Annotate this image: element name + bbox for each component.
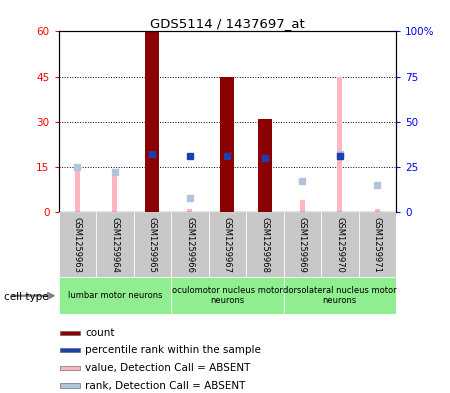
Text: GSM1259969: GSM1259969	[298, 217, 307, 273]
Title: GDS5114 / 1437697_at: GDS5114 / 1437697_at	[150, 17, 305, 30]
Text: GSM1259966: GSM1259966	[185, 217, 194, 273]
Bar	[284, 277, 396, 314]
Bar	[60, 366, 80, 371]
Text: GSM1259968: GSM1259968	[260, 217, 269, 273]
Bar	[60, 348, 80, 353]
Bar	[112, 173, 117, 212]
Bar	[145, 31, 159, 212]
Bar	[96, 212, 134, 277]
Text: GSM1259971: GSM1259971	[373, 217, 382, 273]
Bar	[375, 209, 380, 212]
Text: GSM1259967: GSM1259967	[223, 217, 232, 273]
Text: cell type: cell type	[4, 292, 49, 302]
Bar	[321, 212, 359, 277]
Bar	[300, 200, 305, 212]
Bar	[338, 77, 342, 212]
Text: GSM1259963: GSM1259963	[73, 217, 82, 273]
Bar	[60, 331, 80, 335]
Bar	[246, 212, 284, 277]
Text: percentile rank within the sample: percentile rank within the sample	[85, 345, 261, 355]
Text: count: count	[85, 328, 115, 338]
Bar	[171, 277, 284, 314]
Text: value, Detection Call = ABSENT: value, Detection Call = ABSENT	[85, 364, 250, 373]
Text: GSM1259970: GSM1259970	[335, 217, 344, 273]
Bar	[134, 212, 171, 277]
Bar	[60, 384, 80, 387]
Bar	[284, 212, 321, 277]
Bar	[257, 119, 272, 212]
Bar	[208, 212, 246, 277]
Text: rank, Detection Call = ABSENT: rank, Detection Call = ABSENT	[85, 380, 245, 391]
Text: dorsolateral nucleus motor
neurons: dorsolateral nucleus motor neurons	[283, 286, 396, 305]
Text: lumbar motor neurons: lumbar motor neurons	[68, 291, 162, 300]
Bar	[220, 77, 234, 212]
Bar	[58, 212, 96, 277]
Bar	[58, 277, 171, 314]
Text: GSM1259964: GSM1259964	[110, 217, 119, 273]
Bar	[171, 212, 208, 277]
Text: GSM1259965: GSM1259965	[148, 217, 157, 273]
Bar	[75, 170, 80, 212]
Bar	[359, 212, 396, 277]
Bar	[187, 209, 192, 212]
Text: oculomotor nucleus motor
neurons: oculomotor nucleus motor neurons	[172, 286, 283, 305]
